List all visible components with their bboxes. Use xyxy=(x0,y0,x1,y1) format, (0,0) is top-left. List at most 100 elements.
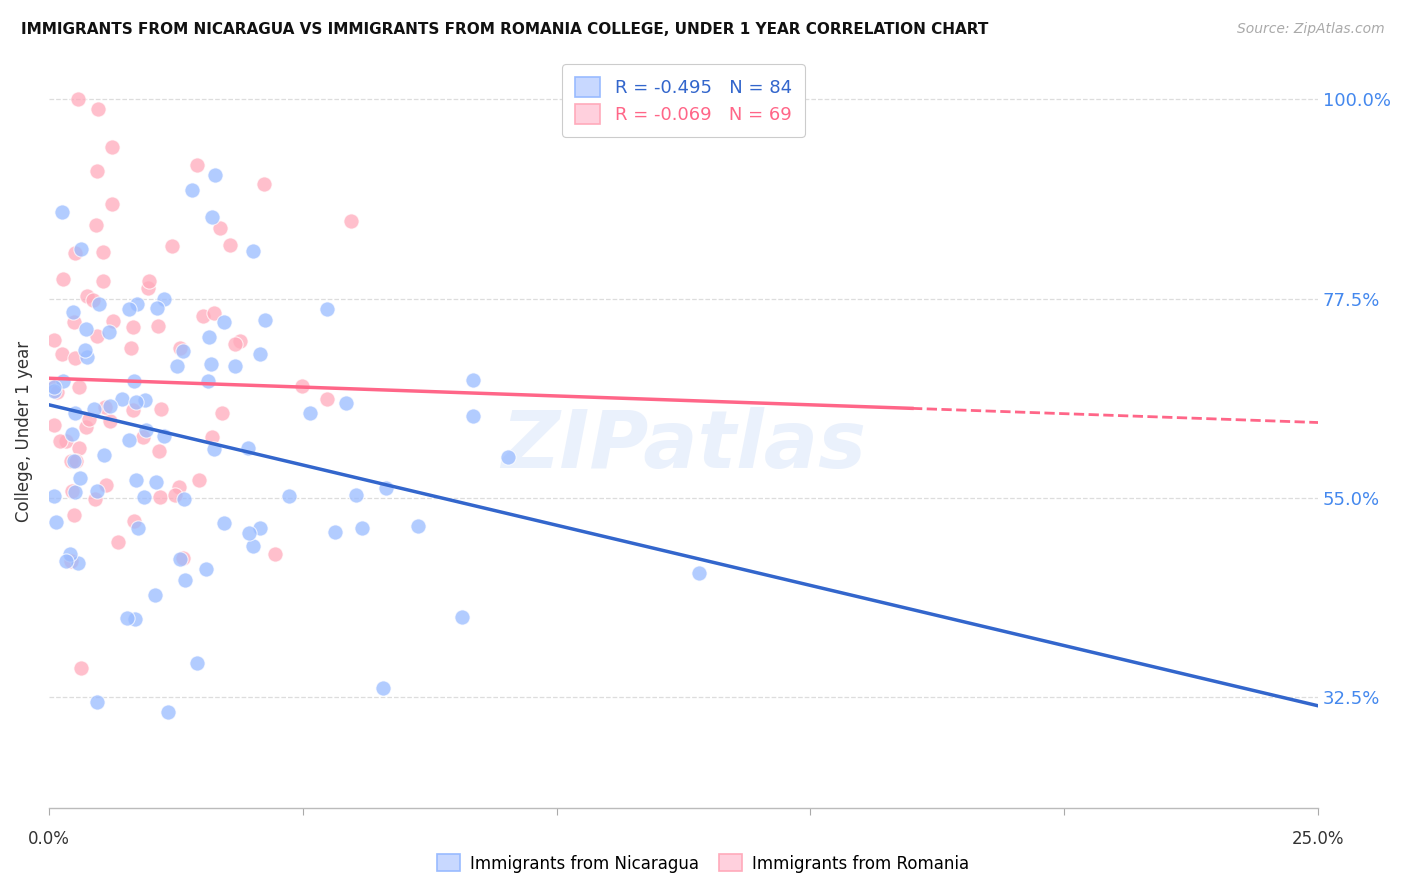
Point xyxy=(42,384,65,399)
Point xyxy=(42,380,65,394)
Point xyxy=(132,429,155,443)
Point xyxy=(125,395,148,409)
Point xyxy=(125,473,148,487)
Point xyxy=(111,392,134,406)
Point xyxy=(59,547,82,561)
Point xyxy=(45,515,67,529)
Point xyxy=(201,429,224,443)
Text: 0.0%: 0.0% xyxy=(28,830,70,848)
Point xyxy=(86,329,108,343)
Point xyxy=(118,301,141,316)
Point xyxy=(181,184,204,198)
Point xyxy=(87,102,110,116)
Point xyxy=(498,450,520,464)
Point xyxy=(238,526,260,541)
Point xyxy=(65,406,87,420)
Point xyxy=(149,402,172,417)
Point xyxy=(94,401,117,415)
Point xyxy=(160,238,183,252)
Point xyxy=(67,380,90,394)
Text: ZIPatlas: ZIPatlas xyxy=(501,408,866,485)
Point xyxy=(202,442,225,456)
Point xyxy=(51,347,73,361)
Point xyxy=(148,319,170,334)
Point xyxy=(344,488,367,502)
Point xyxy=(316,392,339,406)
Point xyxy=(374,481,396,495)
Point xyxy=(83,402,105,417)
Y-axis label: College, Under 1 year: College, Under 1 year xyxy=(15,341,32,522)
Point xyxy=(45,385,67,400)
Point xyxy=(127,521,149,535)
Point xyxy=(55,553,77,567)
Point xyxy=(236,442,259,456)
Legend: R = -0.495   N = 84, R = -0.069   N = 69: R = -0.495 N = 84, R = -0.069 N = 69 xyxy=(562,64,804,136)
Point xyxy=(249,346,271,360)
Point xyxy=(75,322,97,336)
Point xyxy=(145,475,167,489)
Point xyxy=(291,379,314,393)
Point xyxy=(124,612,146,626)
Point xyxy=(66,556,89,570)
Point xyxy=(202,306,225,320)
Point xyxy=(186,656,208,670)
Point xyxy=(277,489,299,503)
Point xyxy=(165,487,187,501)
Point xyxy=(42,333,65,347)
Point xyxy=(76,288,98,302)
Point xyxy=(214,315,236,329)
Text: Source: ZipAtlas.com: Source: ZipAtlas.com xyxy=(1237,22,1385,37)
Point xyxy=(198,330,221,344)
Point xyxy=(63,315,86,329)
Point xyxy=(121,320,143,334)
Point xyxy=(122,403,145,417)
Point xyxy=(107,534,129,549)
Point xyxy=(63,508,86,522)
Point xyxy=(169,341,191,355)
Point xyxy=(101,197,124,211)
Point xyxy=(65,454,87,468)
Point xyxy=(138,274,160,288)
Point xyxy=(242,244,264,258)
Point xyxy=(173,492,195,507)
Point xyxy=(208,221,231,235)
Point xyxy=(62,305,84,319)
Point xyxy=(212,516,235,531)
Point xyxy=(42,417,65,432)
Point xyxy=(76,350,98,364)
Point xyxy=(323,525,346,540)
Point xyxy=(253,178,276,192)
Point xyxy=(42,489,65,503)
Point xyxy=(101,140,124,154)
Point xyxy=(63,484,86,499)
Point xyxy=(65,351,87,365)
Point xyxy=(93,448,115,462)
Point xyxy=(688,566,710,581)
Point xyxy=(172,550,194,565)
Point xyxy=(122,514,145,528)
Point xyxy=(115,611,138,625)
Point xyxy=(224,336,246,351)
Point xyxy=(60,554,83,568)
Point xyxy=(463,373,485,387)
Point xyxy=(86,484,108,499)
Point xyxy=(167,480,190,494)
Point xyxy=(65,246,87,260)
Point xyxy=(166,359,188,374)
Point xyxy=(77,411,100,425)
Point xyxy=(157,706,180,720)
Point xyxy=(254,313,277,327)
Point xyxy=(146,301,169,315)
Point xyxy=(70,661,93,675)
Point xyxy=(51,204,73,219)
Point xyxy=(100,399,122,413)
Point xyxy=(134,393,156,408)
Point xyxy=(60,484,83,499)
Point xyxy=(264,547,287,561)
Point xyxy=(67,441,90,455)
Point xyxy=(194,562,217,576)
Point xyxy=(249,521,271,535)
Point xyxy=(335,396,357,410)
Point xyxy=(373,681,395,696)
Point xyxy=(69,471,91,485)
